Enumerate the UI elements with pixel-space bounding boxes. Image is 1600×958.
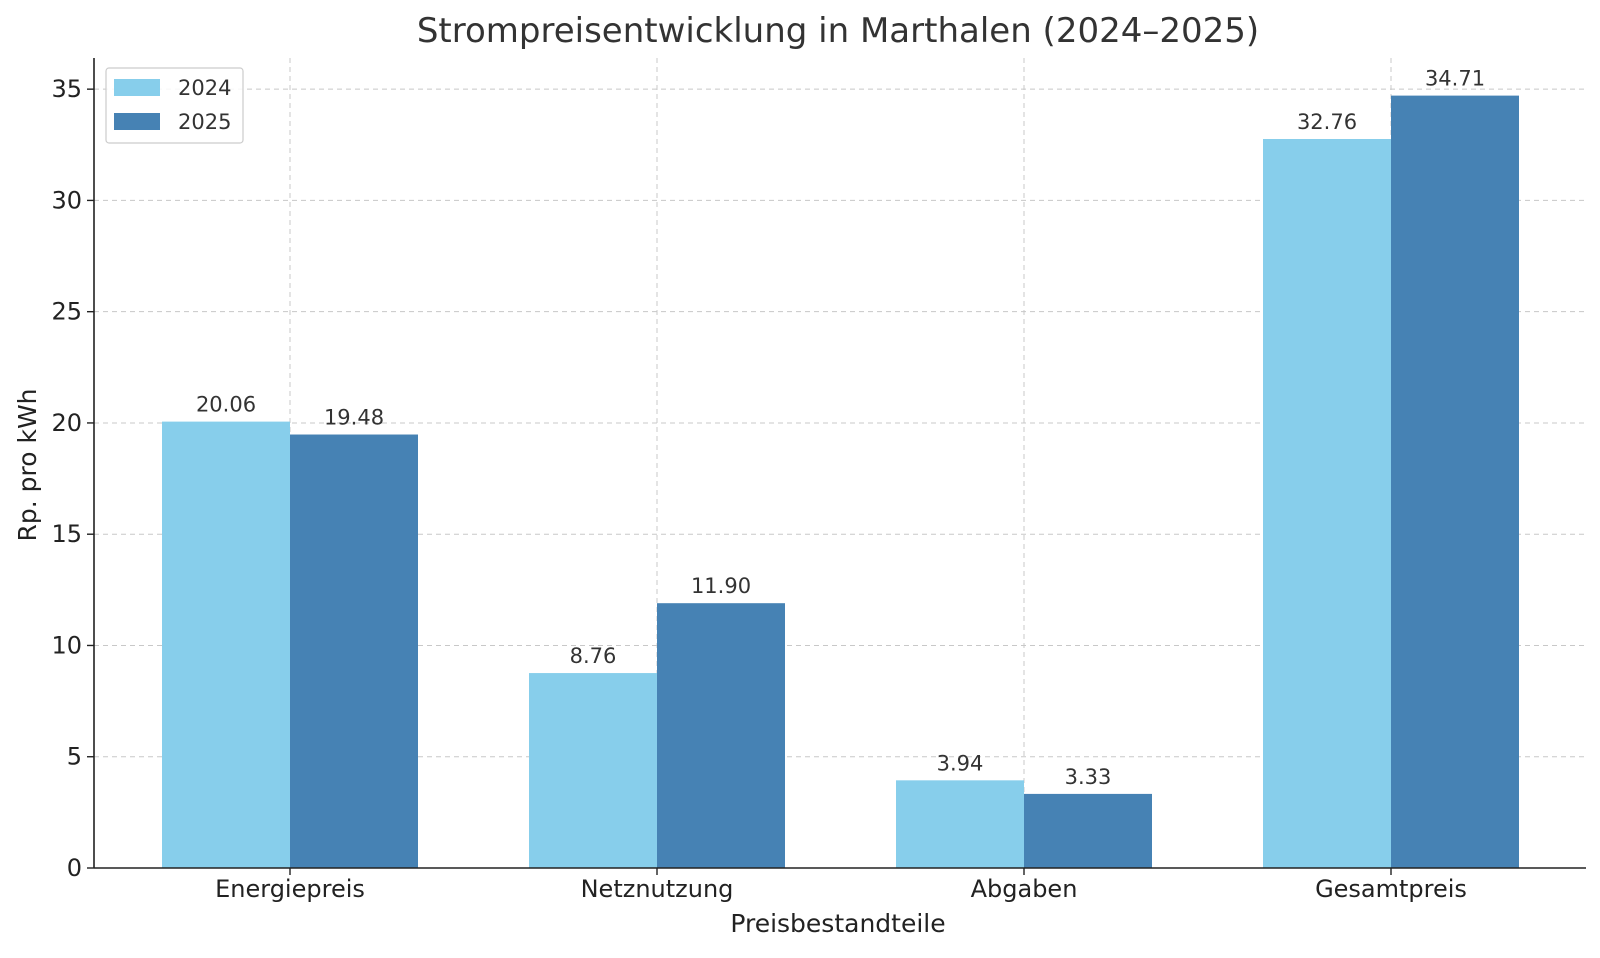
- x-tick-label-gesamtpreis: Gesamtpreis: [1315, 875, 1467, 903]
- bar-2024-gesamtpreis: [1263, 139, 1391, 868]
- value-label-2024-gesamtpreis: 32.76: [1297, 110, 1357, 134]
- x-tick-label-energiepreis: Energiepreis: [215, 875, 365, 903]
- y-tick-label: 25: [51, 298, 82, 326]
- bar-2024-energiepreis: [162, 421, 290, 868]
- bar-2025-abgaben: [1024, 793, 1152, 868]
- legend-label-2025: 2025: [178, 110, 231, 134]
- y-tick-label: 10: [51, 631, 82, 659]
- legend-swatch-2024: [114, 79, 160, 96]
- x-tick-label-abgaben: Abgaben: [971, 875, 1078, 903]
- bars: [162, 95, 1519, 869]
- value-label-2025-abgaben: 3.33: [1065, 765, 1112, 789]
- bar-2024-netznutzung: [529, 673, 657, 868]
- bar-2025-gesamtpreis: [1391, 95, 1519, 869]
- y-tick-label: 35: [51, 75, 82, 103]
- value-label-2024-abgaben: 3.94: [937, 751, 984, 775]
- chart-title: Strompreisentwicklung in Marthalen (2024…: [417, 11, 1259, 51]
- value-label-2024-energiepreis: 20.06: [196, 393, 256, 417]
- bar-2025-netznutzung: [657, 603, 785, 868]
- y-tick-label: 5: [67, 743, 82, 771]
- bar-2025-energiepreis: [290, 434, 418, 868]
- value-label-2025-energiepreis: 19.48: [324, 406, 384, 430]
- y-axis-title: Rp. pro kWh: [13, 388, 42, 541]
- y-tick-label: 30: [51, 186, 82, 214]
- legend: 2024 2025: [105, 67, 244, 144]
- y-tick-label: 20: [51, 409, 82, 437]
- value-label-2025-netznutzung: 11.90: [691, 574, 751, 598]
- bar-2024-abgaben: [896, 780, 1024, 868]
- y-tick-label: 0: [67, 854, 82, 882]
- x-axis-title: Preisbestandteile: [730, 909, 945, 938]
- value-labels: 20.06 19.48 8.76 11.90 3.94 3.33 32.76 34.71: [196, 67, 1485, 789]
- value-label-2024-netznutzung: 8.76: [570, 644, 617, 668]
- value-label-2025-gesamtpreis: 34.71: [1425, 67, 1485, 91]
- y-tick-label: 15: [51, 520, 82, 548]
- legend-label-2024: 2024: [178, 76, 231, 100]
- legend-swatch-2025: [114, 113, 160, 130]
- x-tick-label-netznutzung: Netznutzung: [581, 875, 734, 903]
